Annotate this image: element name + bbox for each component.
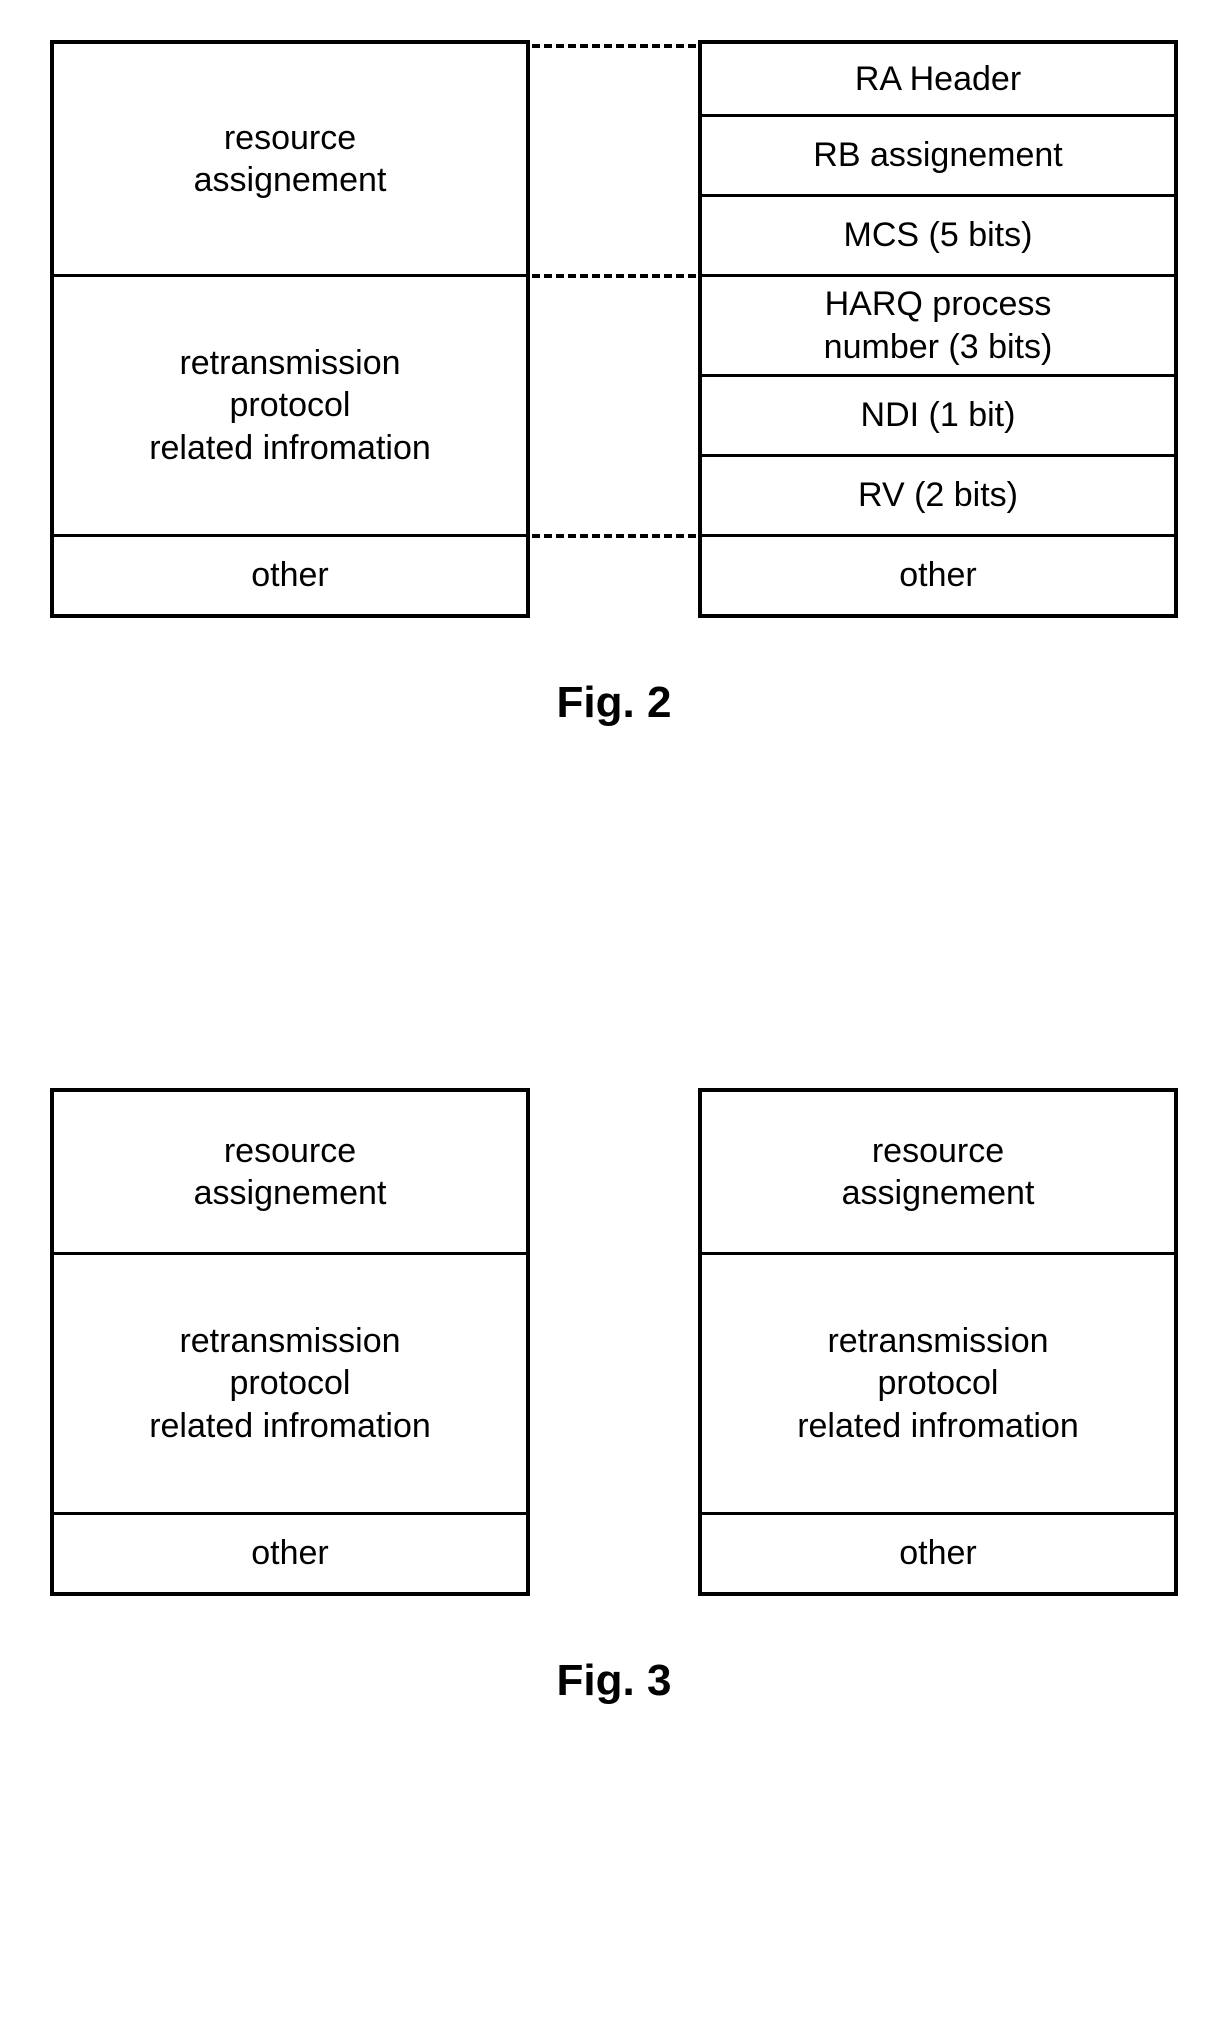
diagram-cell: resource assignement	[54, 44, 526, 274]
fig2-left-column: resource assignementretransmission proto…	[50, 40, 530, 618]
diagram-cell: other	[702, 1512, 1174, 1592]
fig2-right-column: RA HeaderRB assignementMCS (5 bits)HARQ …	[698, 40, 1178, 618]
figure-2: resource assignementretransmission proto…	[50, 40, 1178, 728]
diagram-cell: other	[702, 534, 1174, 614]
diagram-cell: MCS (5 bits)	[702, 194, 1174, 274]
diagram-cell: RV (2 bits)	[702, 454, 1174, 534]
fig3-caption: Fig. 3	[50, 1656, 1178, 1706]
diagram-cell: HARQ process number (3 bits)	[702, 274, 1174, 374]
diagram-cell: NDI (1 bit)	[702, 374, 1174, 454]
figure-spacer	[50, 828, 1178, 1088]
diagram-cell: resource assignement	[702, 1092, 1174, 1252]
diagram-cell: resource assignement	[54, 1092, 526, 1252]
diagram-cell: other	[54, 534, 526, 614]
diagram-cell: retransmission protocol related infromat…	[702, 1252, 1174, 1512]
fig3-row: resource assignementretransmission proto…	[50, 1088, 1178, 1596]
fig2-row: resource assignementretransmission proto…	[50, 40, 1178, 618]
diagram-cell: RB assignement	[702, 114, 1174, 194]
figure-3: resource assignementretransmission proto…	[50, 1088, 1178, 1706]
diagram-cell: other	[54, 1512, 526, 1592]
fig3-left-column: resource assignementretransmission proto…	[50, 1088, 530, 1596]
fig3-right-column: resource assignementretransmission proto…	[698, 1088, 1178, 1596]
connector-dash	[532, 274, 696, 278]
diagram-cell: retransmission protocol related infromat…	[54, 1252, 526, 1512]
connector-dash	[532, 44, 696, 48]
connector-dash	[532, 534, 696, 538]
diagram-cell: RA Header	[702, 44, 1174, 114]
fig2-caption: Fig. 2	[50, 678, 1178, 728]
diagram-cell: retransmission protocol related infromat…	[54, 274, 526, 534]
